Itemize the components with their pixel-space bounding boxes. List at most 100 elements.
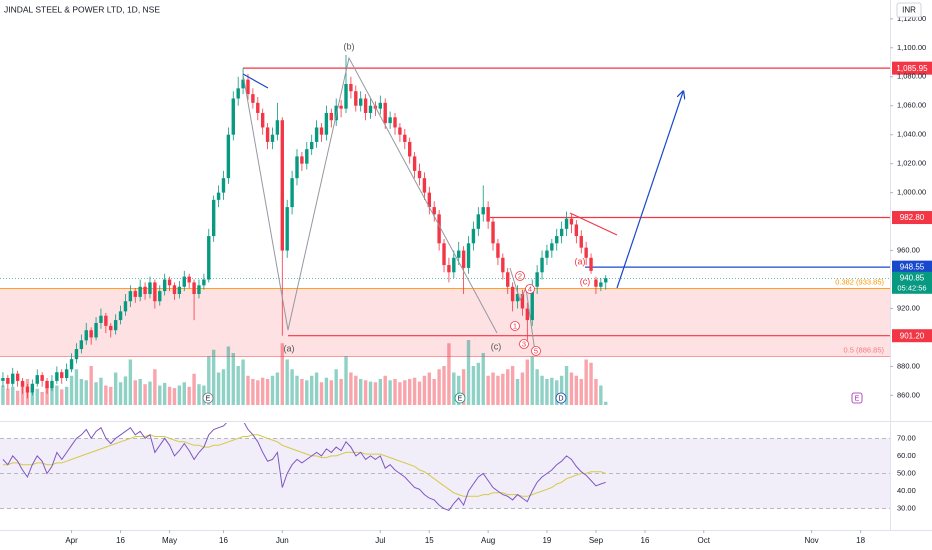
- volume-bar: [368, 381, 373, 405]
- rsi-ma-line: [2, 434, 606, 497]
- wave-circle: [515, 271, 525, 281]
- candle-body: [45, 380, 49, 389]
- event-markers: E E D E: [202, 392, 863, 404]
- volume-bar: [216, 372, 221, 405]
- level-label: 948.55: [900, 263, 925, 272]
- candle-body: [329, 112, 333, 121]
- volume-bar: [501, 373, 505, 405]
- volume-bar: [329, 380, 333, 405]
- volume-bar: [344, 356, 348, 405]
- volume-bar: [520, 372, 525, 405]
- candle-body: [69, 359, 74, 370]
- candle-body: [398, 127, 402, 135]
- candle-body: [236, 88, 240, 99]
- wave-number: 5: [534, 346, 538, 355]
- y-tick-label: 1,100.00: [897, 43, 926, 52]
- candle-body: [403, 134, 407, 142]
- volume-bar: [545, 379, 549, 405]
- candle-body: [535, 272, 539, 287]
- volume-bar: [363, 380, 368, 405]
- volume-bar: [79, 379, 84, 405]
- candle-body: [172, 285, 177, 294]
- candle-body: [15, 373, 20, 381]
- event-marker[interactable]: [851, 392, 863, 404]
- volume-bar: [466, 340, 471, 405]
- candle-body: [520, 294, 525, 309]
- candle-body: [104, 315, 108, 326]
- candle-body: [339, 105, 343, 109]
- volume-bar: [236, 366, 240, 405]
- volume-bar: [221, 369, 226, 405]
- volume-bar: [231, 353, 235, 405]
- y-tick-label: 1,060.00: [897, 101, 926, 110]
- volume-bar: [530, 356, 534, 405]
- volume-bar: [388, 380, 392, 405]
- price-pane: [0, 55, 890, 405]
- subwave-lines: [509, 267, 536, 353]
- candle-body: [408, 141, 412, 157]
- candle-body: [461, 250, 466, 268]
- candle-body: [197, 285, 201, 294]
- candle-body: [265, 127, 270, 142]
- wave-circle: [519, 339, 529, 349]
- volume-bar: [604, 401, 608, 405]
- event-marker[interactable]: [454, 392, 466, 404]
- candle-body: [530, 286, 534, 321]
- volume-bar: [447, 343, 451, 405]
- candle-body: [466, 243, 471, 268]
- level-tag: [892, 211, 932, 225]
- currency-box[interactable]: [896, 2, 922, 18]
- volume-bar: [535, 369, 539, 405]
- candle-body: [417, 170, 422, 179]
- drawings: (b) (a) (c) (a) (c) 1 2 3 4 5 E E D E: [202, 41, 863, 404]
- volume-bar: [461, 369, 466, 405]
- volume-bar: [550, 377, 554, 405]
- level-tag: [892, 329, 932, 343]
- trend-line: [569, 212, 618, 236]
- candle-body: [363, 98, 368, 113]
- candle-body: [138, 286, 142, 297]
- fib-label: 0.5 (886.85): [844, 345, 885, 354]
- y-tick-label: 960.00: [897, 246, 920, 255]
- volume-bar: [471, 366, 476, 405]
- volume-bar: [510, 366, 515, 405]
- candle-body: [437, 214, 441, 244]
- volume-bar: [319, 382, 324, 405]
- x-tick-label: Aug: [481, 536, 495, 545]
- volume-bar: [256, 380, 260, 405]
- volume-bar: [30, 386, 35, 405]
- candle-body: [486, 207, 490, 222]
- candle-body: [20, 380, 25, 387]
- candle-body: [599, 282, 603, 287]
- candle-body: [74, 349, 79, 360]
- volume-bar: [515, 379, 520, 405]
- rsi-tick-label: 60.00: [897, 451, 916, 460]
- candle-body: [162, 279, 167, 292]
- candle-body: [60, 372, 64, 378]
- candle-body: [226, 134, 231, 179]
- candle-body: [525, 308, 530, 321]
- wave-number: 1: [513, 321, 517, 330]
- x-tick-label: 16: [219, 536, 228, 545]
- wave-label: (a): [284, 343, 295, 353]
- wave-number: 2: [518, 271, 522, 280]
- volume-bar: [158, 385, 162, 405]
- candle-body: [290, 178, 294, 208]
- candle-body: [241, 79, 245, 89]
- candle-body: [388, 117, 392, 124]
- event-marker[interactable]: [202, 392, 214, 404]
- volume-bar: [589, 362, 593, 405]
- candle-body: [550, 243, 554, 251]
- rsi-plot: [0, 423, 890, 512]
- volume-bar: [69, 375, 74, 405]
- candle-body: [319, 127, 324, 135]
- event-marker[interactable]: [555, 392, 567, 404]
- volume-bar: [403, 380, 407, 405]
- volume-bar: [584, 359, 588, 405]
- candle-body: [594, 279, 598, 287]
- x-tick-label: Oct: [698, 536, 711, 545]
- candle-body: [123, 301, 128, 312]
- countdown-label: 05:42:56: [897, 283, 926, 292]
- chart-title: JINDAL STEEL & POWER LTD, 1D, NSE: [4, 4, 160, 14]
- x-tick-label: May: [162, 536, 177, 545]
